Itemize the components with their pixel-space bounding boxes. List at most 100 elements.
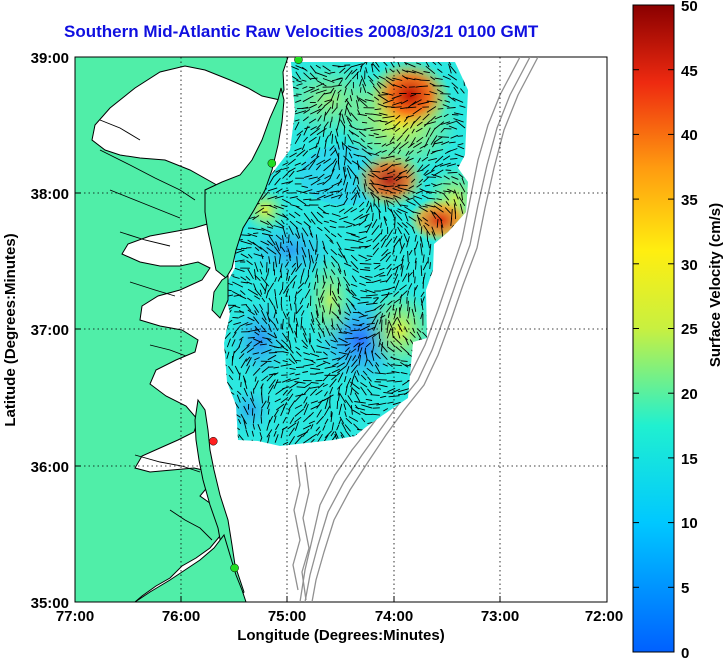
velocity-vector (330, 431, 335, 437)
velocity-vector (295, 346, 301, 351)
velocity-vector (345, 417, 353, 425)
velocity-vector (353, 342, 359, 348)
velocity-vector (316, 274, 319, 284)
velocity-vector (338, 248, 345, 259)
velocity-vector (287, 377, 300, 382)
velocity-vector (360, 138, 365, 143)
velocity-vector (400, 259, 404, 270)
velocity-vector (344, 411, 347, 418)
x-tick-labels: 77:00 76:00 75:00 74:00 73:00 72:00 (56, 608, 623, 625)
velocity-vector (448, 63, 452, 74)
velocity-vector (416, 183, 422, 188)
velocity-vector (288, 170, 295, 178)
velocity-vector (343, 155, 352, 165)
velocity-vector (341, 113, 346, 124)
velocity-vector (323, 111, 327, 122)
velocity-vector (319, 289, 325, 301)
velocity-vector (374, 372, 386, 375)
velocity-vector (303, 221, 311, 228)
velocity-vector (288, 427, 295, 437)
velocity-vector (383, 391, 394, 394)
velocity-vector (422, 217, 429, 222)
velocity-vector (294, 133, 302, 145)
velocity-vector (364, 347, 366, 355)
velocity-vector (311, 153, 316, 159)
velocity-vector (232, 316, 239, 319)
velocity-vector (316, 409, 322, 418)
velocity-vector (281, 318, 284, 330)
velocity-vector (350, 364, 358, 374)
velocity-vector (404, 337, 409, 346)
velocity-vector (424, 184, 431, 187)
velocity-vector (308, 282, 311, 288)
velocity-vector (288, 400, 296, 411)
velocity-vector (375, 135, 387, 139)
velocity-vector (399, 235, 403, 242)
velocity-vector (330, 194, 341, 199)
velocity-vector (261, 227, 272, 233)
velocity-vector (310, 319, 315, 325)
velocity-vector (317, 323, 324, 334)
velocity-vector (417, 164, 424, 172)
velocity-vector (287, 345, 294, 354)
velocity-vector (448, 125, 458, 130)
velocity-vector (344, 317, 350, 321)
velocity-vector (345, 98, 352, 108)
velocity-vector (355, 407, 366, 411)
velocity-vector (246, 357, 252, 367)
velocity-vector (317, 297, 321, 308)
velocity-vector (295, 373, 301, 376)
velocity-vector (343, 220, 355, 226)
velocity-vector (268, 379, 276, 389)
velocity-vector (339, 67, 346, 74)
x-tick-label: 75:00 (268, 608, 306, 625)
velocity-vector (289, 240, 293, 246)
velocity-vector (308, 103, 317, 109)
velocity-vector (280, 246, 286, 253)
velocity-vector (400, 345, 410, 355)
velocity-vector (358, 254, 367, 260)
velocity-vector (391, 370, 400, 374)
velocity-vector (324, 397, 329, 410)
velocity-vector (302, 345, 308, 349)
velocity-vector (260, 325, 266, 332)
velocity-vector (324, 339, 331, 347)
velocity-vector (286, 311, 290, 317)
velocity-vector (369, 170, 381, 173)
velocity-vector (409, 331, 416, 339)
velocity-vector (353, 423, 360, 431)
velocity-vector (392, 188, 403, 192)
velocity-vector (343, 255, 348, 264)
colorbar: 50 45 40 35 30 25 20 15 10 5 0 Surface V… (632, 0, 724, 659)
velocity-vector (413, 297, 416, 304)
velocity-vector (331, 372, 340, 381)
velocity-vector (276, 403, 285, 411)
velocity-vector (429, 62, 437, 66)
velocity-vector (246, 260, 253, 266)
velocity-vector (323, 405, 331, 416)
land (75, 57, 289, 602)
station-marker-green (267, 159, 277, 168)
velocity-vector (385, 305, 392, 313)
velocity-vector (339, 216, 348, 221)
velocity-vector (343, 174, 347, 186)
velocity-vector (437, 68, 443, 73)
velocity-vector (371, 113, 382, 116)
velocity-vector (343, 66, 352, 74)
velocity-vector (322, 346, 330, 350)
velocity-vector (433, 169, 444, 177)
velocity-vector (254, 310, 258, 316)
velocity-vector (361, 148, 372, 156)
velocity-vector (414, 285, 419, 291)
velocity-vector (236, 394, 241, 403)
velocity-vector (295, 393, 306, 397)
colorbar-tick-label: 0 (681, 645, 689, 659)
velocity-vector (379, 303, 386, 310)
velocity-vector (317, 92, 326, 102)
station-marker-green (294, 57, 303, 64)
velocity-vector (346, 232, 356, 236)
velocity-vector (273, 409, 279, 417)
velocity-vector (352, 239, 364, 244)
velocity-vector (329, 239, 334, 244)
velocity-vector (368, 402, 379, 406)
